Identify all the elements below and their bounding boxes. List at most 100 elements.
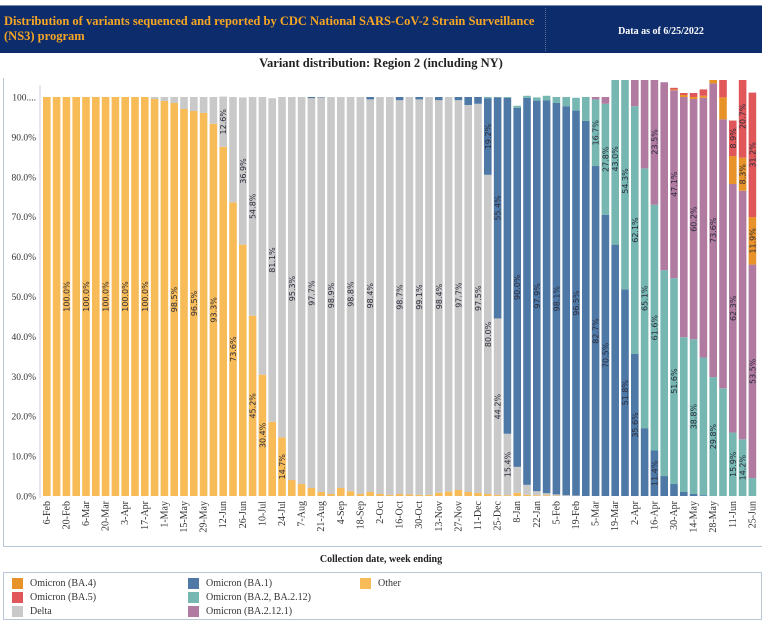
bar-segment [562, 106, 570, 496]
legend-swatch [188, 577, 199, 589]
y-tick-label: 30.0% [11, 373, 36, 383]
bar-segment [699, 97, 708, 358]
data-label: 43.0% [611, 146, 620, 172]
bar-segment [562, 495, 570, 496]
bar-segment [121, 97, 129, 496]
bar-segment [523, 95, 531, 98]
x-tick-label: 13-Nov [434, 501, 445, 532]
data-label: 61.6% [650, 315, 659, 341]
legend-item-other[interactable]: Other [360, 576, 401, 590]
bar-segment [729, 183, 737, 433]
bar-segment [386, 494, 394, 496]
legend-item-delta[interactable]: Delta [12, 604, 52, 618]
bar-segment [425, 494, 433, 496]
data-date: Data as of 6/25/2022 [618, 26, 704, 37]
bar-segment [307, 97, 316, 99]
x-tick-label: 25-Jun [747, 501, 758, 528]
legend-item-ba2121[interactable]: Omicron (BA.2.12.1) [188, 604, 292, 618]
y-tick-label: 50.0% [11, 293, 36, 303]
legend-item-ba2[interactable]: Omicron (BA.2, BA.2.12) [188, 590, 311, 604]
bar-segment [680, 97, 688, 338]
bar-segment [92, 97, 100, 496]
data-label: 38.8% [690, 403, 699, 429]
legend-item-ba1[interactable]: Omicron (BA.1) [188, 576, 272, 590]
bar-segment [572, 110, 580, 496]
data-label: 100.0% [141, 281, 150, 312]
y-tick-label: 80.0% [11, 173, 36, 183]
bar-segment [43, 97, 51, 496]
bar-segment [689, 93, 698, 97]
legend-label: Other [378, 577, 401, 589]
bar-segment [591, 166, 600, 496]
bar-segment [670, 278, 678, 485]
legend-label: Delta [30, 605, 52, 617]
bar-segment [493, 494, 502, 496]
x-tick-label: 2-Oct [375, 501, 386, 524]
bar-segment [239, 244, 247, 496]
bar-segment [435, 492, 443, 496]
x-tick-label: 14-May [689, 501, 700, 533]
bar-segment [454, 100, 463, 491]
bar-segment [601, 214, 610, 496]
bar-segment [444, 491, 453, 496]
data-label: 16.7% [592, 120, 601, 146]
bar-segment [327, 494, 335, 496]
legend-swatch [12, 577, 23, 589]
legend-label: Omicron (BA.2, BA.2.12) [206, 591, 311, 603]
legend-item-ba5[interactable]: Omicron (BA.5) [12, 590, 96, 604]
bar-segment [748, 92, 757, 218]
legend-item-ba4[interactable]: Omicron (BA.4) [12, 576, 96, 590]
x-tick-label: 7-Aug [297, 501, 308, 527]
bar-segment [670, 89, 678, 91]
x-tick-label: 18-Sep [355, 501, 366, 529]
y-tick-label: 100.... [12, 94, 36, 104]
bar-segment [101, 97, 110, 496]
bar-segment [386, 97, 394, 495]
bar-segment [670, 484, 678, 496]
bar-segment [150, 98, 159, 497]
bar-segment [219, 146, 227, 496]
y-tick-label: 0.0% [16, 493, 36, 503]
bar-segment [562, 97, 570, 107]
bar-segment [170, 102, 178, 497]
legend-swatch [188, 605, 199, 617]
bar-segment [640, 80, 649, 169]
bar-segment [141, 97, 149, 496]
bar-segment [719, 80, 727, 98]
data-label: 81.1% [268, 247, 277, 273]
bar-segment [680, 95, 688, 97]
bar-segment [709, 80, 717, 84]
bar-segment [660, 270, 668, 477]
bar-segment [405, 494, 414, 496]
bar-segment [229, 202, 237, 496]
bar-segment [611, 244, 619, 496]
data-label: 14.2% [739, 455, 748, 481]
bar-segment [415, 494, 423, 496]
data-label: 73.6% [229, 336, 238, 362]
bar-segment [317, 492, 325, 496]
bar-segment [435, 97, 443, 101]
data-label: 11.9% [748, 228, 757, 254]
bar-segment [72, 97, 80, 496]
bar-segment [689, 97, 698, 99]
bar-segment [493, 97, 502, 319]
x-tick-label: 5-Feb [551, 501, 562, 524]
y-tick-label: 70.0% [11, 213, 36, 223]
bar-segment [748, 217, 757, 265]
bar-segment [729, 156, 737, 184]
data-label: 36.9% [239, 158, 248, 184]
bar-segment [464, 492, 472, 496]
bar-segment [288, 480, 296, 496]
data-label: 80.0% [484, 321, 493, 347]
bar-segment [513, 105, 521, 108]
bar-segment [484, 97, 492, 99]
legend-label: Omicron (BA.2.12.1) [206, 605, 293, 617]
bar-segment [307, 98, 316, 489]
bar-segment [660, 82, 668, 271]
bar-segment [640, 168, 649, 429]
bar-segment [542, 495, 551, 496]
x-tick-label: 27-Nov [453, 501, 464, 532]
x-tick-label: 20-Feb [61, 501, 72, 529]
data-label: 62.3% [729, 295, 738, 321]
x-tick-label: 6-Feb [42, 501, 53, 524]
